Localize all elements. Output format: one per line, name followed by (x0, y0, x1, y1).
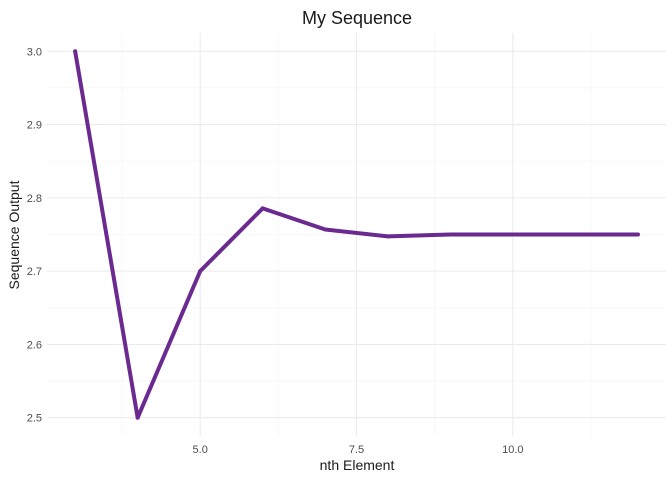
x-axis-label: nth Element (320, 457, 395, 473)
x-tick-label: 7.5 (349, 444, 364, 456)
y-tick-label: 2.9 (27, 120, 42, 132)
y-tick-label: 2.5 (27, 413, 42, 425)
x-tick-labels: 5.0 7.5 10.0 (193, 444, 524, 456)
data-point (635, 232, 640, 237)
y-tick-label: 2.6 (27, 339, 42, 351)
y-tick-label: 2.7 (27, 266, 42, 278)
data-point (448, 232, 453, 237)
data-point (135, 415, 140, 420)
y-tick-labels: 2.5 2.6 2.7 2.8 2.9 3.0 (27, 46, 42, 424)
data-point (73, 49, 78, 54)
series-line (73, 49, 640, 420)
data-point (260, 206, 265, 211)
data-point (385, 234, 390, 239)
y-tick-label: 2.8 (27, 193, 42, 205)
data-point (198, 269, 203, 274)
y-tick-label: 3.0 (27, 46, 42, 58)
y-axis-label: Sequence Output (6, 180, 22, 289)
data-point (573, 232, 578, 237)
chart-title: My Sequence (302, 8, 412, 28)
x-tick-label: 10.0 (502, 444, 523, 456)
x-tick-label: 5.0 (193, 444, 208, 456)
data-point (510, 232, 515, 237)
series-layer (73, 49, 640, 420)
data-point (323, 227, 328, 232)
